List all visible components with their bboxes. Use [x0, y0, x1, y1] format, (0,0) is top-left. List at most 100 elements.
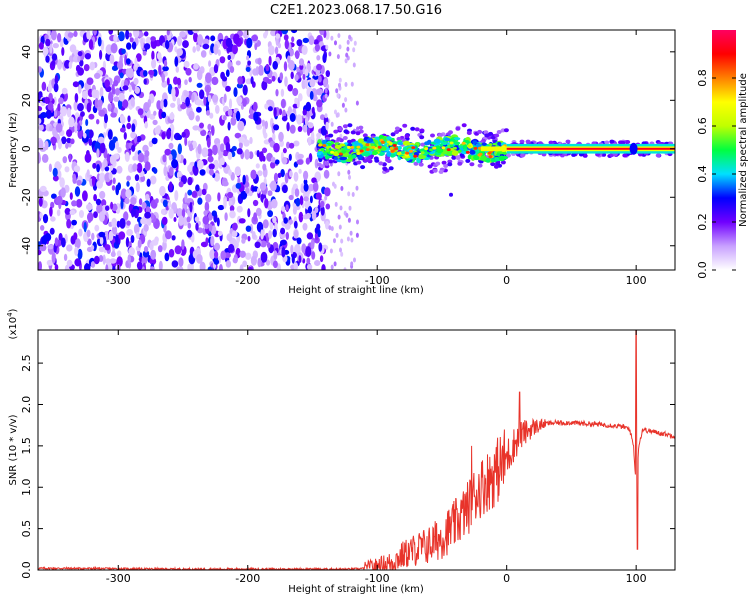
heatmap-cell: [49, 125, 53, 132]
heatmap-cell: [316, 151, 322, 156]
heatmap-cell: [40, 225, 45, 231]
heatmap-cell: [275, 89, 279, 97]
heatmap-cell: [296, 114, 303, 125]
heatmap-cell: [461, 141, 466, 145]
heatmap-cell: [239, 250, 246, 258]
heatmap-cell: [47, 244, 54, 250]
heatmap-cell: [324, 88, 328, 94]
heatmap-cell: [122, 85, 129, 91]
heatmap-cell: [418, 162, 424, 167]
heatmap-cell: [109, 165, 114, 171]
heatmap-cell: [266, 99, 273, 106]
heatmap-cell: [365, 143, 370, 147]
heatmap-cell: [207, 266, 213, 270]
heatmap-cell: [289, 170, 293, 178]
heatmap-cell: [289, 113, 296, 122]
heatmap-cell: [213, 259, 220, 265]
heatmap-cell: [84, 53, 91, 60]
heatmap-cell: [324, 161, 330, 166]
heatmap-cell: [366, 137, 374, 143]
heatmap-cell: [441, 160, 447, 165]
heatmap-cell: [39, 212, 43, 219]
heatmap-cell: [68, 116, 75, 128]
heatmap-cell: [349, 230, 353, 236]
heatmap-cell: [264, 103, 270, 110]
heatmap-cell: [314, 260, 321, 266]
heatmap-cell: [236, 83, 243, 89]
heatmap-cell: [168, 153, 173, 161]
heatmap-cell: [84, 152, 92, 163]
heatmap-cell: [38, 139, 44, 150]
heatmap-cell: [208, 60, 212, 67]
heatmap-cell: [49, 206, 53, 217]
heatmap-cell: [439, 143, 444, 147]
heatmap-cell: [274, 221, 278, 231]
heatmap-cell: [232, 222, 238, 231]
heatmap-cell: [341, 150, 346, 154]
heatmap-cell: [41, 153, 49, 163]
heatmap-cell: [104, 79, 110, 88]
heatmap-cell: [45, 109, 52, 119]
snr-y-tick-label: 2.0: [20, 396, 33, 414]
heatmap-cell: [173, 217, 177, 222]
heatmap-cell: [197, 227, 204, 234]
heatmap-cell: [318, 75, 322, 83]
snr-exponent-base: (x10: [8, 317, 19, 340]
heatmap-cell: [94, 72, 101, 79]
heatmap-cell: [309, 90, 314, 100]
heatmap-cell: [39, 243, 47, 252]
heatmap-cell: [378, 161, 384, 166]
heatmap-cell: [253, 101, 258, 112]
heatmap-cell: [100, 199, 107, 207]
heatmap-cell: [350, 130, 356, 135]
heatmap-cell: [303, 170, 309, 181]
heatmap-cell: [217, 192, 221, 202]
heatmap-cell: [188, 110, 195, 121]
heatmap-cell: [192, 165, 196, 173]
heatmap-cell: [73, 232, 78, 241]
heatmap-cell: [197, 197, 203, 205]
heatmap-cell: [279, 108, 283, 116]
heatmap-cell: [231, 145, 237, 152]
heatmap-y-tick-label: -20: [20, 188, 33, 206]
heatmap-cell: [184, 136, 188, 147]
heatmap-cell: [271, 75, 276, 82]
heatmap-cell: [228, 98, 233, 109]
heatmap-cell: [57, 32, 62, 43]
heatmap-cell: [525, 139, 531, 144]
heatmap-cell: [38, 249, 42, 256]
heatmap-cell: [288, 194, 294, 201]
heatmap-cell: [74, 238, 81, 249]
heatmap-cell: [115, 141, 119, 150]
heatmap-cell: [304, 116, 309, 127]
heatmap-cell: [302, 222, 308, 231]
heatmap-cell: [357, 138, 364, 144]
heatmap-cell: [347, 123, 353, 128]
heatmap-cell: [66, 218, 72, 229]
heatmap-cell: [169, 112, 175, 121]
heatmap-cell: [294, 97, 298, 105]
heatmap-cell: [220, 157, 225, 166]
heatmap-cell: [223, 93, 227, 103]
heatmap-cell: [316, 162, 322, 167]
heatmap-cell: [292, 206, 297, 215]
heatmap-cell: [655, 153, 661, 158]
heatmap-cell: [337, 149, 342, 152]
heatmap-cell: [207, 94, 212, 103]
heatmap-cell: [288, 153, 292, 161]
heatmap-cell: [342, 136, 348, 140]
heatmap-cell: [52, 167, 58, 177]
heatmap-cell: [125, 237, 130, 248]
heatmap-cell: [176, 266, 184, 270]
heatmap-cell: [281, 246, 286, 258]
heatmap-x-tick-label: -300: [106, 274, 131, 287]
heatmap-cell: [67, 32, 74, 38]
heatmap-cell: [115, 234, 119, 246]
heatmap-cell: [178, 215, 185, 226]
heatmap-cell: [272, 228, 277, 238]
heatmap-cell: [190, 234, 195, 243]
heatmap-cell: [284, 76, 288, 87]
heatmap-cell: [273, 250, 278, 260]
heatmap-cell: [56, 209, 61, 217]
heatmap-cell: [338, 77, 342, 83]
